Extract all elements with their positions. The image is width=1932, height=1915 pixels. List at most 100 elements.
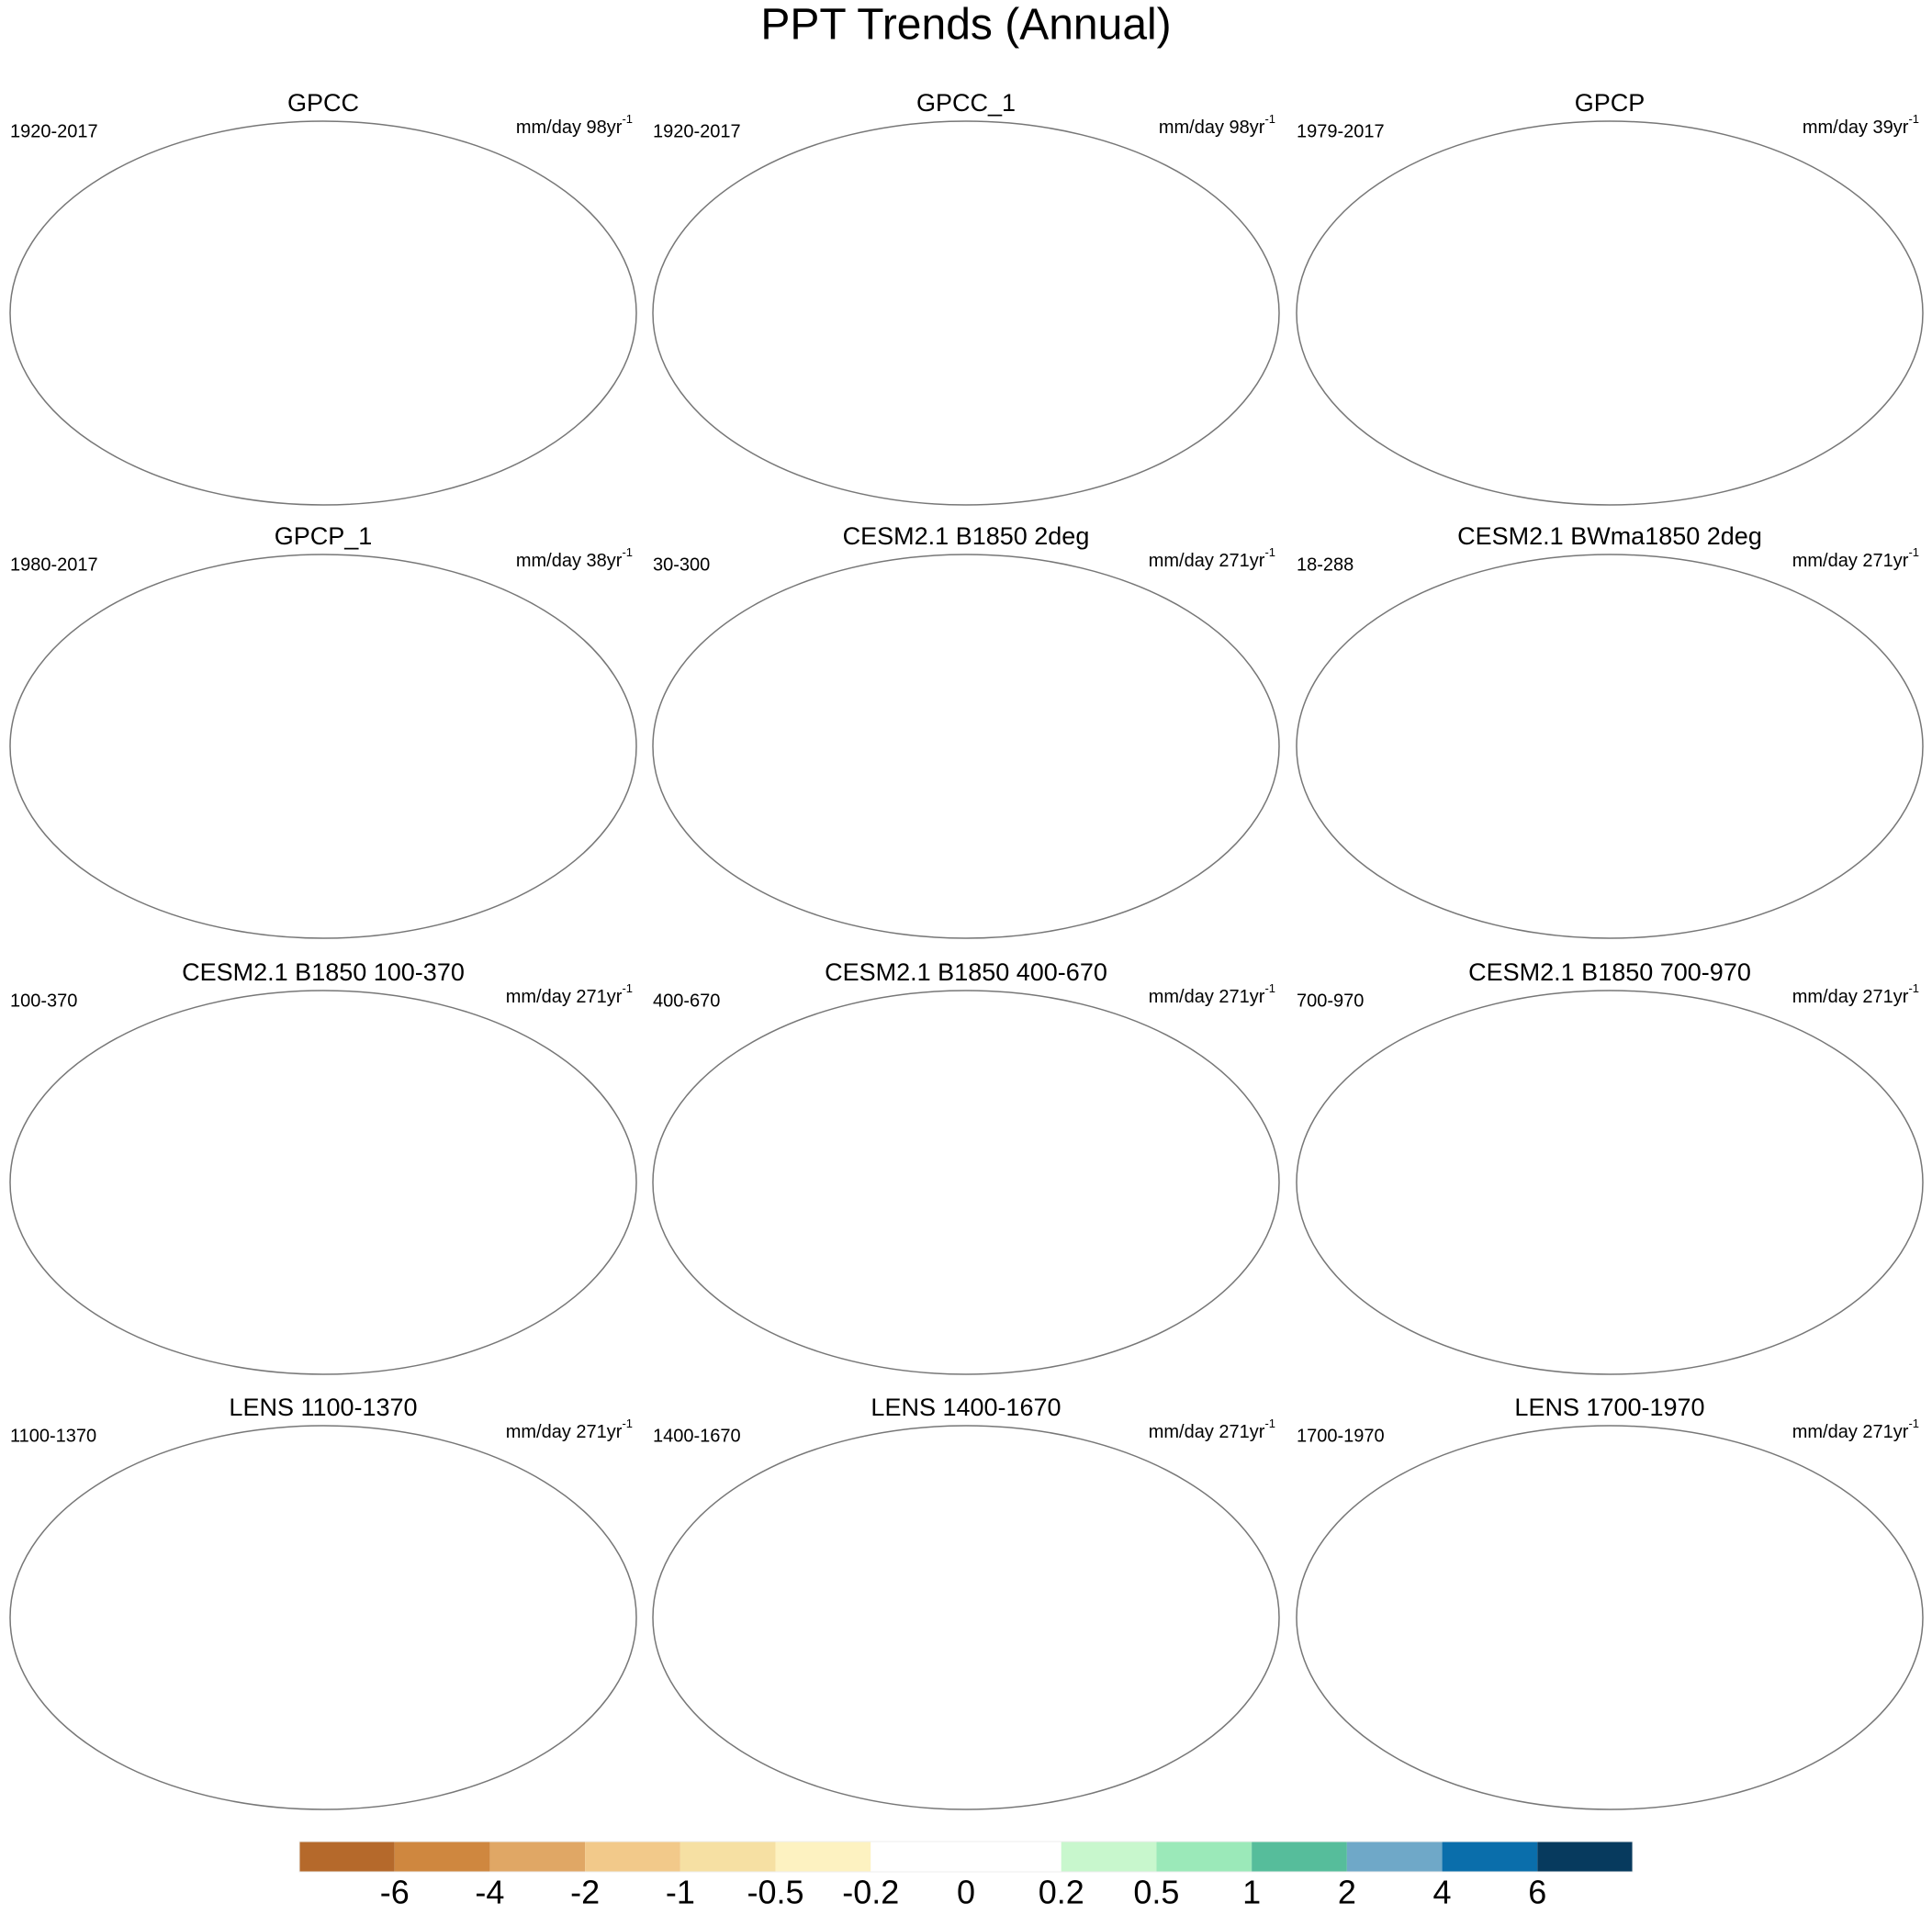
map-panel: GPCP_1 1980-2017 mm/day 38yr-1 xyxy=(9,522,637,939)
unit-text: mm/day 271yr xyxy=(1792,551,1909,571)
panel-title: CESM2.1 B1850 100-370 xyxy=(182,958,465,986)
unit-text: mm/day 271yr xyxy=(1149,987,1265,1007)
unit-text: mm/day 271yr xyxy=(1149,551,1265,571)
unit-label: mm/day 39yr-1 xyxy=(1803,112,1919,138)
map-panel: CESM2.1 B1850 700-970 700-970 mm/day 271yr… xyxy=(1296,958,1924,1375)
unit-text: mm/day 271yr xyxy=(1149,1422,1265,1442)
unit-exponent: -1 xyxy=(1264,112,1275,126)
panel-title: LENS 1400-1670 xyxy=(871,1394,1061,1421)
color-box xyxy=(1156,1842,1252,1872)
unit-exponent: -1 xyxy=(1264,981,1275,995)
period-label: 1920-2017 xyxy=(653,121,741,141)
unit-label: mm/day 98yr-1 xyxy=(516,112,633,138)
unit-exponent: -1 xyxy=(1908,545,1919,559)
map-panel: GPCC_1 1920-2017 mm/day 98yr-1 xyxy=(652,89,1280,506)
map-panel: GPCC 1920-2017 mm/day 98yr-1 xyxy=(9,89,637,506)
map-outline xyxy=(652,1425,1280,1810)
colorbar-tick-label: -1 xyxy=(666,1874,695,1911)
period-label: 1700-1970 xyxy=(1297,1426,1385,1446)
color-box xyxy=(299,1842,395,1872)
colorbar-tick-label: -0.5 xyxy=(747,1874,804,1911)
map-outline xyxy=(9,1425,637,1810)
unit-exponent: -1 xyxy=(1908,981,1919,995)
colorbar-tick-label: 6 xyxy=(1528,1874,1546,1911)
unit-text: mm/day 271yr xyxy=(1792,1422,1909,1442)
unit-label: mm/day 271yr-1 xyxy=(506,1417,633,1442)
panel-title: GPCC xyxy=(287,89,359,117)
period-label: 1100-1370 xyxy=(10,1426,96,1446)
unit-label: mm/day 271yr-1 xyxy=(1792,1417,1919,1442)
unit-label: mm/day 271yr-1 xyxy=(1792,545,1919,571)
colorbar: -6 -4 -2 -1 -0.5 -0.2 0 0.2 0.5 1 2 4 6 xyxy=(298,1841,1634,1911)
map-outline xyxy=(1296,120,1924,506)
color-box xyxy=(585,1842,680,1872)
period-label: 400-670 xyxy=(653,991,720,1011)
colorbar-tick-label: 1 xyxy=(1242,1874,1261,1911)
map-outline xyxy=(9,990,637,1375)
map-panel: LENS 1400-1670 1400-1670 mm/day 271yr-1 xyxy=(652,1394,1280,1810)
color-box xyxy=(775,1842,871,1872)
period-label: 1400-1670 xyxy=(653,1426,741,1446)
unit-exponent: -1 xyxy=(1908,112,1919,126)
panel-title: LENS 1100-1370 xyxy=(229,1394,417,1421)
unit-text: mm/day 98yr xyxy=(516,118,623,138)
unit-exponent: -1 xyxy=(622,112,633,126)
color-box xyxy=(680,1842,776,1872)
color-box xyxy=(871,1842,966,1872)
unit-exponent: -1 xyxy=(622,545,633,559)
panel-title: CESM2.1 B1850 2deg xyxy=(843,522,1090,550)
unit-label: mm/day 271yr-1 xyxy=(1149,981,1275,1007)
map-outline xyxy=(1296,990,1924,1375)
unit-text: mm/day 271yr xyxy=(506,1422,623,1442)
map-outline xyxy=(652,990,1280,1375)
colorbar-tick-label: 4 xyxy=(1433,1874,1452,1911)
unit-exponent: -1 xyxy=(1908,1417,1919,1430)
figure-title: PPT Trends (Annual) xyxy=(760,1,1171,50)
period-label: 100-370 xyxy=(10,991,77,1011)
unit-text: mm/day 271yr xyxy=(1792,987,1909,1007)
unit-label: mm/day 38yr-1 xyxy=(516,545,633,571)
color-box xyxy=(1252,1842,1347,1872)
panel-title: CESM2.1 B1850 400-670 xyxy=(825,958,1107,986)
unit-label: mm/day 271yr-1 xyxy=(1149,545,1275,571)
unit-label: mm/day 271yr-1 xyxy=(1149,1417,1275,1442)
unit-exponent: -1 xyxy=(1264,1417,1275,1430)
unit-exponent: -1 xyxy=(1264,545,1275,559)
unit-label: mm/day 271yr-1 xyxy=(1792,981,1919,1007)
map-panel: LENS 1700-1970 1700-1970 mm/day 271yr-1 xyxy=(1296,1394,1924,1810)
colorbar-frame xyxy=(298,1841,1634,1873)
map-panel: LENS 1100-1370 1100-1370 mm/day 271yr-1 xyxy=(9,1394,637,1810)
unit-text: mm/day 39yr xyxy=(1803,118,1909,138)
colorbar-tick-label: -6 xyxy=(380,1874,410,1911)
map-outline xyxy=(1296,1425,1924,1810)
color-box xyxy=(394,1842,490,1872)
colorbar-tick-label: -2 xyxy=(570,1874,600,1911)
unit-exponent: -1 xyxy=(622,1417,633,1430)
unit-exponent: -1 xyxy=(622,981,633,995)
panel-title: CESM2.1 B1850 700-970 xyxy=(1468,958,1751,986)
map-outline xyxy=(1296,554,1924,939)
unit-text: mm/day 98yr xyxy=(1159,118,1265,138)
map-outline xyxy=(9,554,637,939)
color-box xyxy=(489,1842,586,1872)
period-label: 1920-2017 xyxy=(10,121,98,141)
map-outline xyxy=(652,554,1280,939)
color-box xyxy=(1442,1842,1538,1872)
panel-title: GPCC_1 xyxy=(916,89,1016,117)
colorbar-tick-label: 0.2 xyxy=(1039,1874,1084,1911)
panel-title: LENS 1700-1970 xyxy=(1514,1394,1704,1421)
colorbar-tick-label: -4 xyxy=(475,1874,504,1911)
map-panel: CESM2.1 B1850 100-370 100-370 mm/day 271yr… xyxy=(9,958,637,1375)
unit-label: mm/day 271yr-1 xyxy=(506,981,633,1007)
unit-text: mm/day 38yr xyxy=(516,551,623,571)
map-outline xyxy=(9,120,637,506)
color-box xyxy=(966,1842,1061,1872)
panel-title: CESM2.1 BWma1850 2deg xyxy=(1457,522,1762,550)
unit-label: mm/day 98yr-1 xyxy=(1159,112,1275,138)
period-label: 1980-2017 xyxy=(10,554,98,575)
panel-title: GPCP xyxy=(1575,89,1646,117)
panel-title: GPCP_1 xyxy=(275,522,373,550)
colorbar-tick-label: 2 xyxy=(1338,1874,1356,1911)
color-box xyxy=(1061,1842,1157,1872)
